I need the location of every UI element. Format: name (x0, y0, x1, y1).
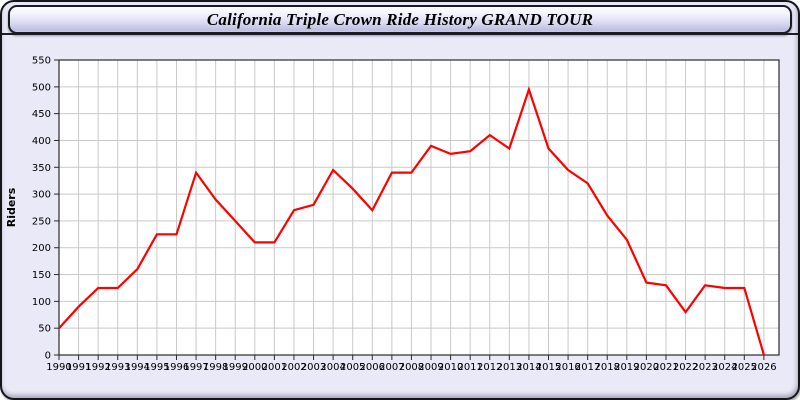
svg-text:350: 350 (32, 163, 51, 174)
svg-text:1992: 1992 (85, 362, 110, 373)
svg-text:2021: 2021 (653, 362, 678, 373)
svg-text:400: 400 (32, 136, 51, 147)
x-axis-labels: 1990199119921993199419951996199719981999… (46, 362, 776, 373)
svg-text:500: 500 (32, 82, 51, 93)
svg-text:2014: 2014 (516, 362, 541, 373)
riders-series-line (58, 86, 765, 356)
plot-border (58, 59, 780, 356)
svg-text:2023: 2023 (692, 362, 717, 373)
svg-text:2000: 2000 (242, 362, 267, 373)
svg-text:2018: 2018 (595, 362, 620, 373)
svg-text:1995: 1995 (144, 362, 169, 373)
svg-text:1993: 1993 (105, 362, 130, 373)
svg-text:2011: 2011 (457, 362, 482, 373)
svg-text:1994: 1994 (125, 362, 150, 373)
y-axis-title: Riders (5, 187, 18, 227)
axis-ticks (54, 59, 765, 360)
svg-text:250: 250 (32, 216, 51, 227)
svg-text:2005: 2005 (340, 362, 365, 373)
svg-text:2016: 2016 (555, 362, 580, 373)
svg-text:2017: 2017 (575, 362, 600, 373)
svg-text:1999: 1999 (222, 362, 247, 373)
svg-text:2010: 2010 (438, 362, 463, 373)
svg-text:200: 200 (32, 243, 51, 254)
svg-text:2003: 2003 (301, 362, 326, 373)
svg-text:2020: 2020 (634, 362, 659, 373)
svg-text:50: 50 (38, 324, 51, 335)
svg-text:2009: 2009 (418, 362, 443, 373)
svg-text:2015: 2015 (536, 362, 561, 373)
svg-text:450: 450 (32, 109, 51, 120)
svg-text:2004: 2004 (320, 362, 345, 373)
svg-text:2007: 2007 (379, 362, 404, 373)
svg-text:2008: 2008 (399, 362, 424, 373)
svg-text:0: 0 (45, 351, 51, 362)
svg-text:300: 300 (32, 190, 51, 201)
svg-text:2026: 2026 (751, 362, 776, 373)
ride-history-line-chart: 0501001502002503003504004505005501990199… (5, 56, 780, 373)
titlebar-divider (2, 33, 798, 35)
page-title: California Triple Crown Ride History GRA… (206, 9, 594, 29)
svg-text:150: 150 (32, 270, 51, 281)
svg-text:2024: 2024 (712, 362, 737, 373)
y-axis-labels: 0 50 100 150 200 250 300 350 400 450 500 550 (32, 56, 51, 362)
svg-text:1990: 1990 (46, 362, 71, 373)
svg-text:2012: 2012 (477, 362, 502, 373)
svg-text:1997: 1997 (183, 362, 208, 373)
title-bar: California Triple Crown Ride History GRA… (8, 5, 792, 34)
svg-text:100: 100 (32, 297, 51, 308)
plot-area (59, 60, 779, 355)
svg-text:2022: 2022 (673, 362, 698, 373)
svg-text:2019: 2019 (614, 362, 639, 373)
svg-text:2002: 2002 (281, 362, 306, 373)
svg-text:2025: 2025 (732, 362, 757, 373)
svg-text:2001: 2001 (262, 362, 287, 373)
svg-text:2006: 2006 (360, 362, 385, 373)
svg-text:1996: 1996 (164, 362, 189, 373)
svg-text:1998: 1998 (203, 362, 228, 373)
svg-text:550: 550 (32, 56, 51, 67)
svg-text:1991: 1991 (66, 362, 91, 373)
chart-panel: 0 50 100 150 200 250 300 350 400 450 500 550 1990 199… (2, 35, 798, 398)
svg-text:2013: 2013 (497, 362, 522, 373)
